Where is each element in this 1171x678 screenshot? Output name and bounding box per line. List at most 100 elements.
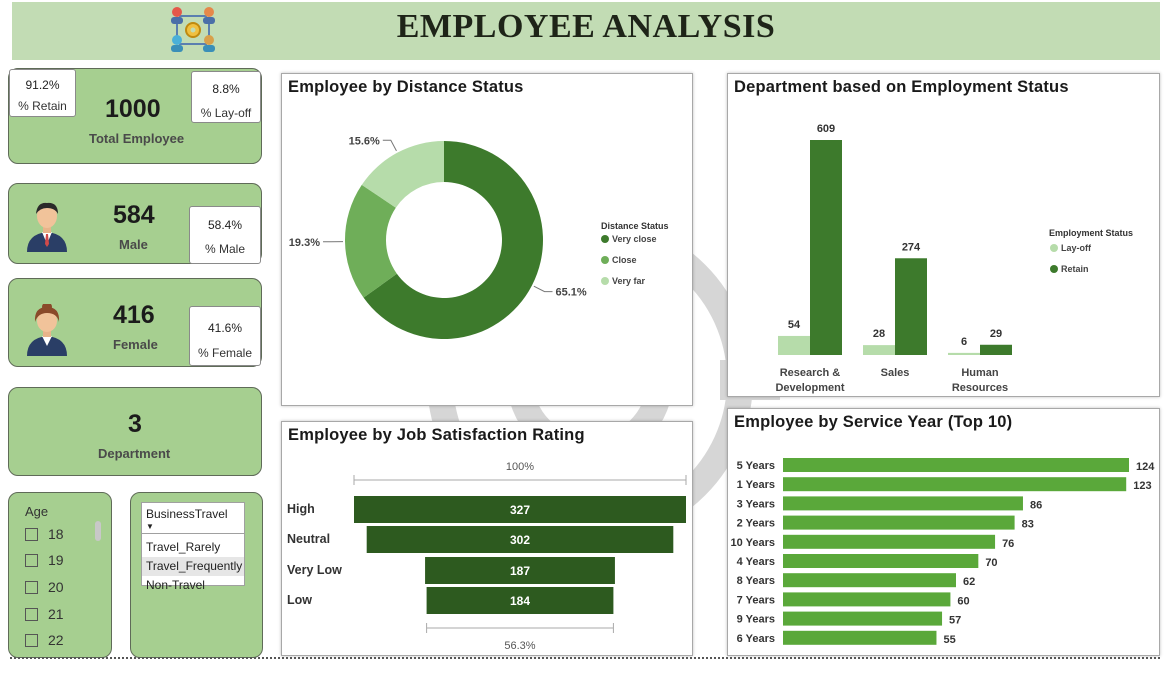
donut-slice-close <box>345 184 397 298</box>
bar-label-sales-retain: 274 <box>902 241 921 253</box>
funnel-value-neutral: 302 <box>510 533 530 547</box>
service-category-1-years: 1 Years <box>737 479 775 491</box>
donut-slice-very-far <box>361 141 444 208</box>
category-label-human-resources-0: Human <box>961 367 999 379</box>
checkbox-icon[interactable] <box>25 554 38 567</box>
department-bar-chart: 54 609 28 274 6 29 Research & Development Sales… <box>775 123 1133 394</box>
business-travel-dropdown[interactable]: BusinessTravel ▼ Travel_Rarely Travel_Fr… <box>141 502 245 592</box>
business-travel-slicer: BusinessTravel ▼ Travel_Rarely Travel_Fr… <box>130 492 263 658</box>
bar-research-development-lay-off <box>778 335 810 355</box>
checkbox-icon[interactable] <box>25 528 38 541</box>
service-bar-2-years <box>783 515 1015 530</box>
service-value-9-years: 57 <box>949 615 961 627</box>
service-value-10-years: 76 <box>1002 538 1014 550</box>
funnel-top-percent: 100% <box>506 461 534 473</box>
bar-label-human-resources-retain: 29 <box>990 328 1002 340</box>
service-bar-1-years <box>783 477 1127 492</box>
service-bar-10-years <box>783 534 996 549</box>
age-slicer: Age 18 19 20 21 22 <box>8 492 112 658</box>
business-travel-title: BusinessTravel <box>146 507 228 521</box>
male-count-value: 584 <box>113 201 155 229</box>
distance-status-panel: Employee by Distance Status 65.1% 19.3% 15… <box>281 73 693 406</box>
female-pct-label: % Female <box>197 346 253 360</box>
service-value-2-years: 83 <box>1022 519 1034 531</box>
service-bar-5-years <box>783 458 1129 472</box>
legend-label-close: Close <box>612 255 637 265</box>
legend-label-lay-off: Lay-off <box>1061 243 1092 253</box>
service-category-10-years: 10 Years <box>731 537 775 549</box>
service-bar-8-years <box>783 573 956 588</box>
service-bar-6-years <box>783 630 937 645</box>
bar-sales-retain <box>895 258 927 355</box>
funnel-value-high: 327 <box>510 503 530 517</box>
female-count-label: Female <box>113 337 158 352</box>
age-slicer-scrollbar[interactable] <box>95 521 101 541</box>
age-option-19[interactable]: 19 <box>25 552 64 568</box>
travel-option-rarely[interactable]: Travel_Rarely <box>146 540 221 554</box>
bar-label-research-development-lay-off: 54 <box>788 319 801 331</box>
funnel-category-very-low: Very Low <box>287 563 342 577</box>
total-employee-value: 1000 <box>105 95 161 123</box>
department-count-value: 3 <box>128 410 142 438</box>
female-pct-value: 41.6% <box>207 321 243 335</box>
service-year-panel: Employee by Service Year (Top 10) 5 Year… <box>727 408 1160 656</box>
funnel-category-low: Low <box>287 593 312 607</box>
checkbox-icon[interactable] <box>25 581 38 594</box>
funnel-category-neutral: Neutral <box>287 532 330 546</box>
page-title: EMPLOYEE ANALYSIS <box>396 8 776 45</box>
kpi-card-female: 416 Female 41.6% % Female <box>8 278 262 367</box>
service-value-3-years: 86 <box>1030 499 1042 511</box>
total-employee-label: Total Employee <box>89 131 185 146</box>
chevron-down-icon[interactable]: ▼ <box>146 522 154 531</box>
header-banner: EMPLOYEE ANALYSIS <box>12 2 1160 60</box>
legend-dot-lay-off <box>1050 244 1058 252</box>
donut-label-close: 19.3% <box>289 237 320 249</box>
employment-legend-title: Employment Status <box>1049 228 1133 238</box>
bottom-divider <box>10 657 1160 659</box>
service-bar-9-years <box>783 611 943 626</box>
layoff-pct-value: 8.8% <box>212 82 240 96</box>
service-category-3-years: 3 Years <box>737 498 775 510</box>
service-value-1-years: 123 <box>1133 480 1151 492</box>
donut-label-very-close: 65.1% <box>556 287 587 299</box>
service-value-7-years: 60 <box>957 595 969 607</box>
male-pct-label: % Male <box>204 242 245 256</box>
donut-label-very-far: 15.6% <box>349 135 380 147</box>
bar-human-resources-retain <box>980 344 1012 355</box>
male-pct-value: 58.4% <box>207 218 243 232</box>
male-employee-icon <box>27 202 67 252</box>
age-slicer-title: Age <box>25 504 49 519</box>
job-satisfaction-funnel-chart: 100% 56.3% 327 High 302 Neutral 187 Very Low 1… <box>287 461 687 652</box>
male-count-label: Male <box>119 237 148 252</box>
checkbox-icon[interactable] <box>25 608 38 621</box>
job-satisfaction-panel: Employee by Job Satisfaction Rating 100%… <box>281 421 693 656</box>
legend-dot-retain <box>1050 265 1058 273</box>
legend-dot-very-far <box>601 277 609 285</box>
funnel-value-low: 184 <box>510 594 530 608</box>
category-label-research-development-0: Research & <box>780 367 841 379</box>
funnel-category-high: High <box>287 502 315 516</box>
travel-option-frequently[interactable]: Travel_Frequently <box>142 557 244 576</box>
retain-pct-value: 91.2% <box>25 78 60 92</box>
age-option-22[interactable]: 22 <box>25 632 64 648</box>
distance-chart-title: Employee by Distance Status <box>288 78 524 96</box>
service-category-9-years: 9 Years <box>737 614 775 626</box>
travel-option-non-travel[interactable]: Non-Travel <box>146 578 205 592</box>
retain-pct-box: 91.2% % Retain <box>9 69 76 117</box>
service-bar-4-years <box>783 554 979 568</box>
age-option-18[interactable]: 18 <box>25 526 64 542</box>
age-option-21[interactable]: 21 <box>25 606 64 622</box>
kpi-card-department: 3 Department <box>8 387 262 476</box>
category-label-sales-0: Sales <box>881 367 910 379</box>
service-bar-3-years <box>783 496 1023 511</box>
checkbox-icon[interactable] <box>25 634 38 647</box>
service-category-8-years: 8 Years <box>737 575 775 587</box>
male-pct-box: 58.4% % Male <box>189 206 261 264</box>
bar-label-human-resources-lay-off: 6 <box>961 336 967 348</box>
legend-label-very-far: Very far <box>612 276 646 286</box>
kpi-card-male: 584 Male 58.4% % Male <box>8 183 262 264</box>
department-count-label: Department <box>98 446 171 461</box>
funnel-bottom-percent: 56.3% <box>504 640 535 652</box>
age-option-20[interactable]: 20 <box>25 579 64 595</box>
distance-legend-title: Distance Status <box>601 221 669 231</box>
